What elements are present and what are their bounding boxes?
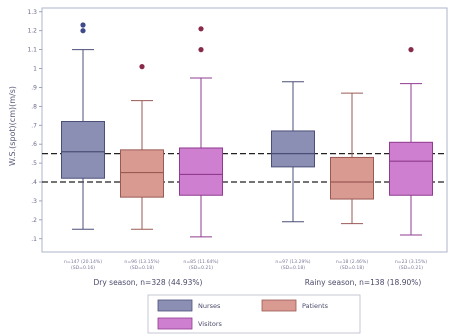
y-tick-label: .7 bbox=[31, 122, 37, 129]
n-label: n=85 (11.64%) bbox=[183, 259, 218, 265]
y-tick-label: .6 bbox=[31, 141, 37, 148]
y-axis-label: W.S.(spot)(cm)(m/s) bbox=[8, 86, 17, 166]
y-tick-label: .4 bbox=[31, 179, 37, 186]
sd-label: (SD=0.21) bbox=[189, 265, 213, 271]
y-tick-label: 1.3 bbox=[27, 9, 37, 16]
legend-label-visitors: Visitors bbox=[198, 320, 222, 328]
box-nurses bbox=[271, 130, 315, 168]
group-label: Dry season, n=328 (44.93%) bbox=[93, 278, 202, 287]
n-label: n=18 (2.46%) bbox=[336, 259, 368, 265]
y-tick-label: .9 bbox=[31, 84, 37, 91]
box-visitors bbox=[389, 141, 433, 196]
legend-label-patients: Patients bbox=[302, 302, 329, 310]
y-tick-label: .1 bbox=[31, 236, 37, 243]
outlier-point bbox=[198, 26, 204, 32]
outlier-point bbox=[408, 47, 414, 53]
y-tick-label: .5 bbox=[31, 160, 37, 167]
legend-swatch-visitors bbox=[157, 317, 193, 330]
box-patients bbox=[330, 156, 374, 200]
box-visitors bbox=[179, 147, 223, 196]
plot-frame bbox=[41, 7, 448, 253]
outlier-point bbox=[139, 64, 145, 70]
n-label: n=147 (20.14%) bbox=[64, 259, 102, 265]
legend-label-nurses: Nurses bbox=[198, 302, 221, 310]
outlier-point bbox=[80, 22, 86, 28]
y-tick-label: .8 bbox=[31, 103, 37, 110]
legend-swatch-nurses bbox=[157, 299, 193, 312]
box-patients bbox=[120, 149, 164, 198]
y-tick-label: .2 bbox=[31, 217, 37, 224]
sd-label: (SD=0.18) bbox=[340, 265, 364, 271]
n-label: n=96 (13.15%) bbox=[124, 259, 159, 265]
legend-swatch-patients bbox=[261, 299, 297, 312]
y-tick-label: 1.1 bbox=[27, 47, 37, 54]
sd-label: (SD=0.18) bbox=[130, 265, 154, 271]
y-tick-label: .3 bbox=[31, 198, 37, 205]
n-label: n=97 (13.29%) bbox=[275, 259, 310, 265]
sd-label: (SD=0.18) bbox=[281, 265, 305, 271]
y-tick-label: 1 bbox=[33, 66, 37, 73]
group-label: Rainy season, n=138 (18.90%) bbox=[305, 278, 422, 287]
outlier-point bbox=[80, 28, 86, 34]
outlier-point bbox=[198, 47, 204, 53]
n-label: n=23 (3.15%) bbox=[395, 259, 427, 265]
y-tick-label: 1.2 bbox=[27, 28, 37, 35]
box-nurses bbox=[61, 120, 105, 179]
sd-label: (SD=0.16) bbox=[71, 265, 95, 271]
sd-label: (SD=0.21) bbox=[399, 265, 423, 271]
